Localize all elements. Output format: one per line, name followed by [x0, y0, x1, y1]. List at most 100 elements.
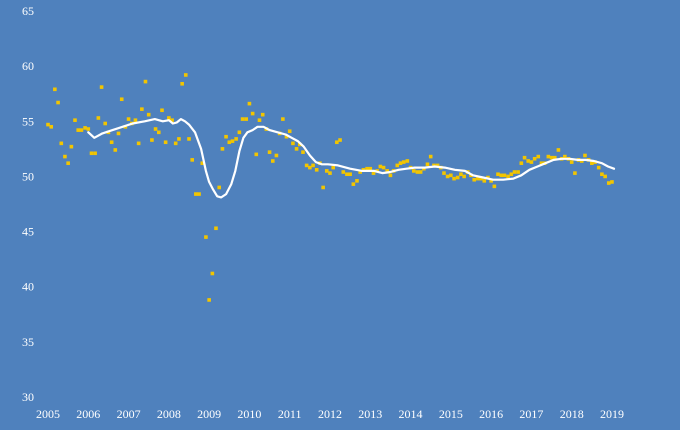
data-point [449, 173, 453, 178]
x-axis-ticks: 2005 2006 2007 2008 2009 2010 2011 2012 2013 2014… [36, 407, 624, 421]
data-point [516, 170, 520, 174]
data-point [401, 160, 406, 164]
data-point [536, 154, 541, 159]
data-point [217, 185, 222, 190]
data-point [610, 180, 614, 184]
data-point [103, 121, 108, 126]
trend-line [87, 118, 616, 199]
data-point [422, 166, 426, 171]
data-point [160, 108, 164, 113]
data-point [398, 161, 403, 165]
data-point [539, 161, 544, 165]
data-point [552, 155, 557, 160]
data-point [351, 182, 356, 186]
data-point [395, 163, 400, 168]
data-point [260, 112, 265, 117]
data-point [492, 184, 497, 189]
data-point [224, 134, 228, 139]
data-point [143, 79, 148, 84]
data-point [482, 179, 487, 183]
x-tick-label: 2015 [439, 407, 463, 421]
data-point [244, 117, 249, 121]
x-tick-label: 2017 [519, 407, 543, 421]
data-point [573, 171, 577, 175]
data-point [432, 163, 436, 168]
x-tick-label: 2009 [197, 407, 221, 421]
y-tick-label: 45 [22, 225, 34, 239]
data-point [220, 147, 225, 151]
data-point [214, 226, 218, 231]
data-point [183, 73, 188, 77]
data-point [96, 116, 101, 120]
y-tick-label: 55 [22, 114, 34, 128]
data-point [69, 144, 74, 149]
data-point [207, 298, 211, 302]
data-point [415, 170, 420, 174]
data-point [240, 117, 245, 121]
data-point [428, 154, 433, 159]
data-point [489, 179, 493, 183]
data-point [546, 154, 551, 159]
data-point [348, 172, 352, 177]
data-point [46, 122, 50, 127]
x-tick-label: 2010 [237, 407, 261, 421]
data-point [606, 181, 611, 185]
data-point [411, 169, 416, 173]
data-point [314, 168, 319, 172]
data-point [569, 160, 574, 164]
y-tick-label: 50 [22, 169, 34, 183]
data-point [210, 271, 215, 276]
data-point [355, 179, 359, 183]
data-point [499, 173, 504, 178]
y-tick-label: 65 [22, 4, 34, 18]
data-point [556, 148, 561, 152]
data-point [116, 131, 121, 136]
data-point [388, 173, 393, 178]
data-point [459, 172, 463, 177]
data-point [281, 117, 285, 121]
y-tick-label: 40 [22, 280, 34, 294]
data-point [146, 112, 151, 117]
data-point [291, 141, 295, 146]
x-tick-label: 2005 [36, 407, 60, 421]
data-point [250, 111, 255, 116]
data-point [341, 170, 346, 174]
x-tick-label: 2016 [479, 407, 503, 421]
data-point [247, 101, 252, 106]
data-point [472, 177, 477, 182]
x-tick-label: 2006 [76, 407, 100, 421]
data-point [509, 172, 514, 177]
data-point [381, 165, 386, 170]
data-point [476, 176, 480, 181]
trend-series [87, 118, 616, 199]
data-point [56, 100, 60, 105]
data-point [418, 170, 423, 174]
data-point [86, 127, 91, 131]
data-point [140, 107, 144, 111]
data-point [512, 170, 517, 174]
data-point [532, 156, 537, 161]
data-point [227, 140, 232, 145]
data-point [425, 162, 430, 167]
data-point [200, 161, 205, 165]
data-point [153, 127, 158, 131]
data-point [257, 118, 262, 122]
data-point [59, 141, 64, 146]
data-point [76, 128, 81, 132]
data-point [190, 158, 195, 162]
data-point [170, 118, 174, 122]
data-point [294, 147, 299, 151]
data-point [254, 152, 259, 157]
data-point [563, 154, 567, 159]
data-point [324, 169, 329, 173]
data-point [156, 130, 161, 135]
x-tick-label: 2019 [600, 407, 624, 421]
data-point [73, 118, 77, 122]
data-point [455, 175, 460, 180]
data-point [368, 166, 373, 171]
x-tick-label: 2012 [318, 407, 342, 421]
data-point [267, 150, 272, 154]
data-point [529, 160, 534, 164]
